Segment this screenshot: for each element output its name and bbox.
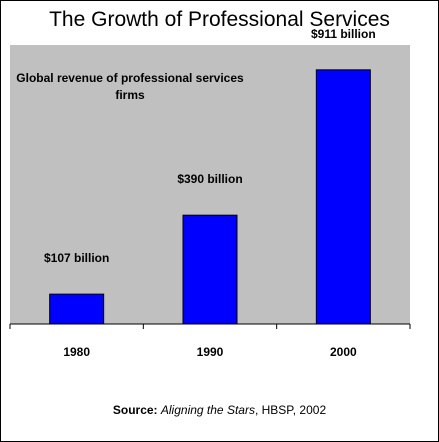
source-rest: , HBSP, 2002 [254, 403, 327, 417]
data-label-1980: $107 billion [44, 251, 109, 265]
x-tick-label-1990: 1990 [197, 345, 224, 359]
chart-title: The Growth of Professional Services [49, 8, 390, 31]
source-label: Source: [112, 403, 158, 417]
chart-subtitle: Global revenue of professional services … [16, 71, 244, 102]
source-title: Aligning the Stars [160, 403, 255, 417]
bar-1980 [49, 293, 105, 325]
x-tick-label-1980: 1980 [63, 345, 90, 359]
bar-1990 [182, 214, 238, 325]
source-note: Source: Aligning the Stars, HBSP, 2002 [0, 403, 439, 417]
data-label-2000: $911 billion [311, 27, 376, 41]
x-tick-label-2000: 2000 [330, 345, 357, 359]
bar-2000 [315, 69, 371, 325]
data-label-1990: $390 billion [177, 172, 242, 186]
